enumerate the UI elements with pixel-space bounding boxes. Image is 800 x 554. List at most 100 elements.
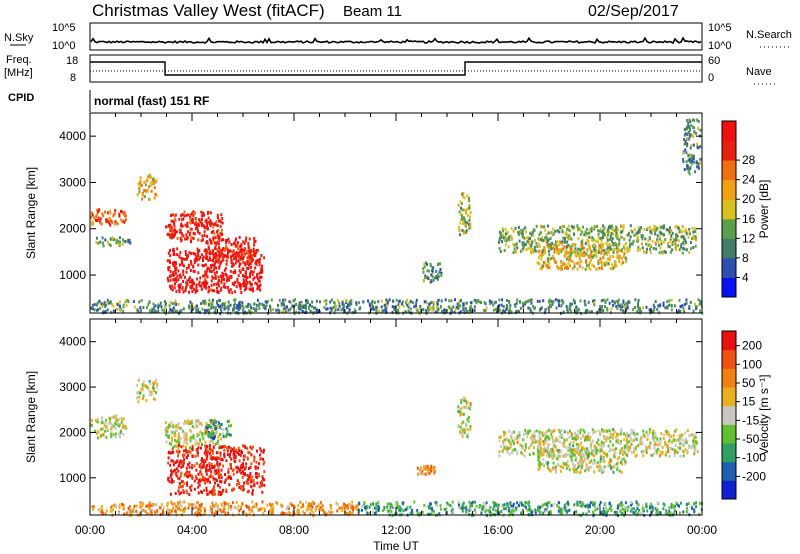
power-cell bbox=[406, 303, 409, 307]
velocity-cell bbox=[132, 509, 135, 513]
velocity-cell bbox=[606, 454, 609, 458]
velocity-cell bbox=[146, 512, 149, 516]
power-cell bbox=[690, 156, 693, 160]
velocity-cell bbox=[505, 437, 508, 441]
power-cell bbox=[225, 279, 228, 283]
velocity-cell bbox=[210, 421, 212, 425]
velocity-cell bbox=[239, 453, 242, 457]
power-cell bbox=[430, 301, 433, 305]
power-cell bbox=[195, 259, 198, 263]
velocity-cell bbox=[188, 470, 191, 474]
velocity-cell bbox=[356, 506, 359, 510]
power-cell bbox=[167, 268, 170, 272]
power-cell bbox=[353, 308, 356, 312]
power-cell bbox=[634, 298, 637, 302]
velocity-cell bbox=[602, 458, 604, 462]
power-cell bbox=[209, 224, 212, 228]
power-cell bbox=[492, 303, 495, 307]
power-cell bbox=[504, 243, 507, 247]
power-cell bbox=[161, 308, 164, 312]
velocity-cell bbox=[416, 466, 419, 470]
velocity-cell bbox=[262, 512, 265, 516]
velocity-cell bbox=[171, 436, 174, 440]
velocity-cell bbox=[218, 456, 221, 460]
velocity-cell bbox=[261, 500, 264, 504]
power-cell bbox=[212, 223, 215, 227]
velocity-cell bbox=[105, 435, 108, 439]
power-cell bbox=[509, 304, 512, 308]
velocity-cell bbox=[113, 503, 116, 507]
power-cell bbox=[468, 218, 471, 222]
velocity-cell bbox=[92, 505, 95, 509]
power-cell bbox=[660, 242, 663, 246]
power-cell bbox=[233, 281, 236, 284]
power-cell bbox=[607, 262, 610, 265]
power-cell bbox=[580, 251, 583, 255]
power-cell bbox=[203, 224, 206, 228]
power-cell bbox=[581, 241, 584, 245]
velocity-cell bbox=[651, 429, 654, 433]
power-cell bbox=[205, 273, 208, 277]
power-cell bbox=[402, 304, 405, 308]
velocity-cell bbox=[579, 470, 582, 474]
power-cell bbox=[694, 170, 697, 174]
power-cell bbox=[681, 304, 684, 308]
velocity-cell bbox=[153, 380, 156, 384]
y-tick-label: 4000 bbox=[59, 129, 86, 143]
velocity-cell bbox=[172, 423, 175, 427]
velocity-cell bbox=[174, 492, 177, 495]
velocity-cell bbox=[573, 470, 576, 474]
velocity-cell bbox=[206, 445, 209, 449]
power-cell bbox=[241, 274, 244, 278]
velocity-cell bbox=[567, 446, 570, 450]
velocity-cell bbox=[244, 472, 246, 476]
power-cell bbox=[676, 310, 679, 314]
velocity-cell bbox=[90, 419, 93, 423]
velocity-cell bbox=[296, 510, 299, 514]
power-cell bbox=[470, 301, 473, 305]
power-cell bbox=[426, 301, 429, 305]
power-cell bbox=[668, 299, 671, 303]
velocity-cell bbox=[171, 431, 174, 435]
power-cell bbox=[207, 211, 209, 214]
velocity-cell bbox=[694, 447, 697, 451]
power-cell bbox=[186, 282, 189, 286]
power-cell bbox=[675, 235, 677, 239]
velocity-cell bbox=[170, 510, 173, 514]
power-cell bbox=[576, 261, 579, 265]
velocity-cell bbox=[133, 504, 136, 508]
velocity-cell bbox=[560, 433, 562, 437]
power-cell bbox=[457, 226, 460, 229]
beam-label: Beam 11 bbox=[343, 3, 402, 20]
velocity-cell bbox=[168, 441, 171, 445]
power-cell bbox=[602, 228, 605, 232]
power-cell bbox=[294, 298, 297, 302]
power-cell bbox=[436, 309, 439, 313]
power-cell bbox=[193, 269, 196, 273]
power-cell bbox=[214, 308, 217, 312]
power-cell bbox=[467, 222, 470, 226]
velocity-cell bbox=[516, 435, 519, 438]
velocity-cell bbox=[208, 467, 211, 471]
velocity-cell bbox=[463, 431, 466, 435]
velocity-cell bbox=[461, 428, 464, 432]
velocity-cell bbox=[176, 439, 179, 443]
power-cell bbox=[569, 229, 572, 233]
velocity-cell bbox=[166, 504, 169, 508]
velocity-cell bbox=[588, 452, 590, 456]
power-cell bbox=[209, 250, 212, 254]
power-cell bbox=[371, 306, 374, 310]
power-cell bbox=[190, 212, 193, 216]
power-cell bbox=[180, 214, 183, 217]
velocity-cell bbox=[248, 451, 251, 455]
power-cell bbox=[629, 235, 632, 239]
power-cell bbox=[683, 235, 685, 239]
velocity-cell bbox=[573, 453, 576, 457]
power-cell bbox=[428, 269, 431, 273]
velocity-cell bbox=[185, 466, 188, 470]
power-cell bbox=[152, 178, 155, 182]
power-cell bbox=[205, 271, 208, 275]
power-cell bbox=[325, 307, 328, 311]
power-cell bbox=[173, 218, 176, 222]
power-cell bbox=[685, 301, 688, 305]
